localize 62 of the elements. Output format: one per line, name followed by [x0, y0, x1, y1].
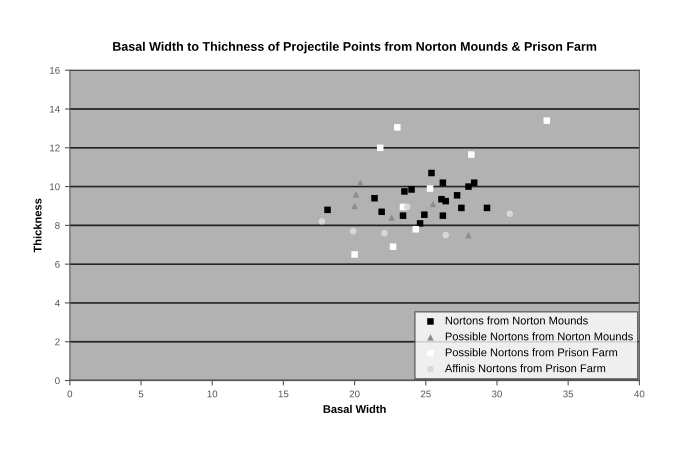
- point: [465, 183, 472, 190]
- point: [442, 232, 449, 238]
- point: [440, 179, 446, 186]
- y-tick-label: 2: [55, 338, 60, 346]
- legend-label: Nortons from Norton Mounds: [446, 316, 588, 324]
- point: [544, 117, 550, 124]
- legend-label: Possible Nortons from Prison Farm: [446, 348, 618, 356]
- x-tick-label: 5: [138, 390, 144, 398]
- point: [430, 200, 436, 208]
- point: [318, 218, 326, 225]
- y-tick-label: 8: [55, 222, 60, 229]
- y-tick-label: 14: [50, 106, 60, 113]
- point: [394, 124, 401, 131]
- point: [454, 192, 460, 199]
- point: [421, 211, 428, 218]
- point: [458, 204, 465, 212]
- point: [412, 226, 420, 233]
- point: [378, 208, 385, 216]
- x-tick-label: 35: [563, 390, 574, 398]
- y-tick-label: 10: [50, 183, 60, 190]
- point: [506, 210, 514, 217]
- legend-label: Possible Nortons from Norton Mounds: [446, 332, 633, 340]
- y-tick-label: 0: [55, 377, 60, 384]
- point: [404, 204, 411, 210]
- point: [350, 228, 356, 234]
- point: [388, 214, 395, 221]
- point: [400, 212, 406, 219]
- y-tick-label: 12: [50, 144, 60, 152]
- point: [401, 188, 408, 195]
- point: [324, 206, 331, 214]
- y-tick-label: 6: [55, 260, 60, 268]
- point: [470, 179, 478, 186]
- point: [357, 179, 364, 186]
- point: [351, 251, 358, 258]
- y-tick-label: 4: [54, 300, 60, 306]
- x-tick-label: 10: [208, 390, 218, 398]
- point: [381, 230, 388, 236]
- point: [376, 144, 384, 152]
- point: [416, 220, 424, 227]
- point: [408, 186, 415, 193]
- x-tick-label: 30: [492, 390, 502, 398]
- point: [428, 170, 435, 176]
- x-tick-label: 0: [68, 390, 72, 398]
- point: [352, 191, 360, 198]
- point: [484, 204, 490, 212]
- x-axis-title: Basal Width: [324, 404, 386, 414]
- point: [371, 194, 378, 202]
- y-tick-label: 16: [50, 66, 60, 74]
- x-tick-label: 25: [420, 390, 431, 398]
- point: [440, 212, 446, 219]
- x-tick-label: 15: [278, 390, 288, 398]
- point: [390, 243, 396, 250]
- x-tick-label: 40: [634, 390, 644, 398]
- point: [426, 185, 434, 192]
- point: [442, 198, 449, 204]
- y-axis-title: Thickness: [33, 198, 42, 252]
- legend-label: Affinis Nortons from Prison Farm: [444, 364, 606, 372]
- point: [465, 232, 472, 238]
- point: [351, 202, 358, 210]
- x-tick-label: 20: [350, 390, 360, 398]
- point: [468, 151, 475, 158]
- chart-title: Basal Width to Thichness of Projectile Points from Norton Mounds & Prison Farm: [113, 42, 596, 54]
